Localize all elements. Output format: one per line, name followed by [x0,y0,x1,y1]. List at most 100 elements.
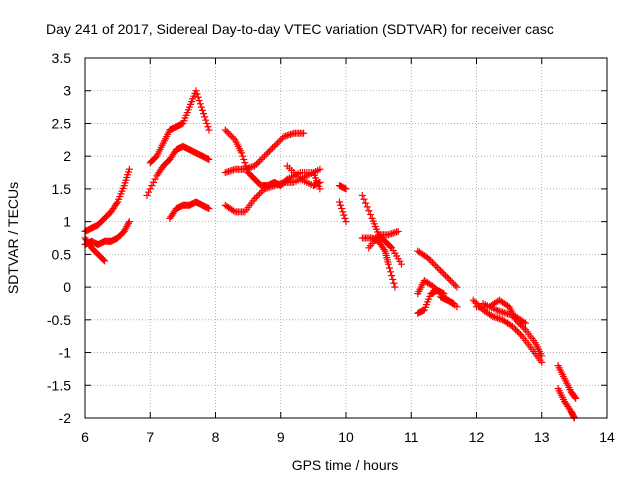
series-arc-18 [414,286,448,317]
data-point [428,259,436,267]
data-point [362,199,370,207]
series-arc-9 [221,165,324,216]
series-arc-14 [358,234,399,291]
data-point [254,159,262,167]
data-point [448,278,456,286]
data-point [520,324,528,332]
data-point [508,322,516,330]
series-arc-12 [335,198,350,226]
x-tick-label: 13 [534,429,550,445]
data-point [150,178,158,186]
series-arc-15 [365,227,402,252]
data-point [521,319,529,327]
data-point [316,178,324,186]
data-point [238,149,246,157]
data-point [384,260,392,268]
data-point [397,260,405,268]
data-point [203,119,211,127]
data-point [445,275,453,283]
data-point [146,185,154,193]
data-point [229,207,237,215]
data-point [538,358,546,366]
data-point [257,155,265,163]
data-point [225,129,233,137]
data-point [264,149,272,157]
data-point [453,303,461,311]
data-point [113,200,121,208]
data-point [571,393,579,401]
data-point [469,296,477,304]
data-point [195,97,203,105]
data-point [363,203,371,211]
data-point [262,151,270,159]
data-point [433,263,441,271]
data-point [342,185,350,193]
data-point [275,137,283,145]
data-point [515,329,523,337]
x-tick-label: 11 [404,429,419,445]
x-tick-label: 9 [277,429,285,445]
data-point [229,134,237,142]
series-arc-8 [221,129,308,177]
data-point [277,136,285,144]
data-point [538,352,546,360]
data-point [387,243,395,251]
data-point [437,267,445,275]
data-point [241,159,249,167]
data-point [360,195,368,203]
y-tick-label: -1.5 [47,377,71,393]
data-point [366,211,374,219]
series-arc-24 [554,385,578,422]
data-point [520,318,528,326]
series-arc-11 [335,182,350,193]
data-point [99,256,107,264]
y-tick-label: 2 [63,148,71,164]
chart-title: Day 241 of 2017, Sidereal Day-to-day VTE… [46,21,554,37]
series-arc-1 [81,165,133,235]
data-point [430,260,438,268]
data-point [125,165,133,173]
x-tick-label: 10 [338,429,354,445]
data-point [389,275,397,283]
grid-layer [85,58,607,418]
data-point [517,331,525,339]
data-point [259,154,267,162]
data-point [380,245,388,253]
data-point [512,326,520,334]
data-point [572,394,580,402]
data-point [101,257,109,265]
series-arc-22 [479,299,529,327]
data-point [365,207,373,215]
y-tick-label: 2.5 [52,115,72,131]
data-point [342,218,350,226]
data-point [358,191,366,199]
y-tick-label: -0.5 [47,312,71,328]
data-point [387,268,395,276]
series-arc-10 [283,162,324,190]
series-arc-16 [414,247,461,291]
data-point [196,100,204,108]
data-point [513,327,521,335]
x-tick-label: 7 [146,429,154,445]
data-point [194,93,202,101]
y-tick-label: 3 [63,83,71,99]
data-point [338,205,346,213]
x-tick-label: 6 [81,429,89,445]
y-tick-label: -1 [59,345,72,361]
series-arc-13 [358,191,405,268]
data-point [335,198,343,206]
axes: 6 7 8 9 10 11 12 13 14 3.5 3 2.5 2 1.5 1 0.5 0 -0.5 -1 -1.5… [47,50,615,445]
data-point [254,191,262,199]
data-point [440,270,448,278]
data-point [487,311,495,319]
data-point [145,188,153,196]
y-tick-label: 0 [63,279,71,295]
data-point [202,116,210,124]
y-tick-label: 3.5 [52,50,72,66]
data-point [424,254,432,262]
data-point [193,90,201,98]
y-tick-label: 1.5 [52,181,72,197]
data-point [240,155,248,163]
data-point [270,142,278,150]
data-point [427,257,435,265]
